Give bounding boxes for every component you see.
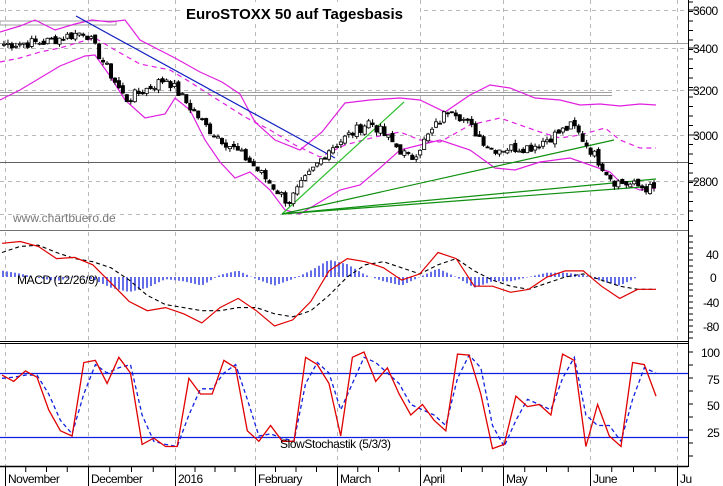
y-axis-ticks — [688, 1, 697, 457]
stoch-tick-50: 50 — [707, 399, 720, 413]
month-label-may: May — [506, 472, 528, 486]
candlesticks — [1, 29, 657, 207]
macd-tick-0: 0 — [710, 271, 717, 285]
downtrend-line — [75, 15, 336, 159]
macd-signal-line — [1, 244, 656, 318]
stoch-tick-100: 100 — [701, 346, 720, 360]
month-label-february: February — [258, 472, 303, 486]
chart-title: EuroSTOXX 50 auf Tagesbasis — [186, 6, 403, 23]
macd-tick-40: 40 — [706, 248, 719, 262]
bollinger-middle — [0, 37, 656, 158]
price-tick-3600: 3600 — [693, 4, 719, 18]
stochastic-label: SlowStochastik (5/3/3) — [280, 437, 391, 451]
trend-fan — [281, 101, 657, 215]
stoch-d-line — [1, 353, 657, 448]
price-tick-3000: 3000 — [693, 129, 719, 143]
price-panel — [0, 10, 688, 215]
watermark: www.chartbuero.de — [12, 211, 116, 225]
x-axis-ticks — [5, 467, 678, 486]
price-grid — [0, 10, 688, 215]
macd-line — [1, 240, 656, 327]
stochastic-panel — [0, 351, 688, 450]
macd-histogram — [2, 260, 636, 292]
macd-label: MACD (12/26/9) — [17, 273, 98, 287]
macd-tick-minus40: -40 — [703, 296, 720, 310]
month-label-november: November — [8, 472, 60, 486]
price-tick-3400: 3400 — [693, 42, 719, 56]
month-label-december: December — [91, 472, 143, 486]
vertical-grid — [5, 0, 678, 466]
month-label-june: June — [593, 472, 618, 486]
resistance-zones — [0, 20, 688, 96]
title-background — [180, 2, 420, 24]
month-label-2016: 2016 — [178, 472, 204, 486]
month-label-july: Ju — [680, 472, 692, 486]
stoch-tick-25: 25 — [707, 426, 720, 440]
stoch-tick-75: 75 — [707, 373, 720, 387]
macd-panel — [1, 240, 656, 327]
month-label-april: April — [423, 472, 445, 486]
macd-tick-minus80: -80 — [703, 320, 720, 334]
price-tick-2800: 2800 — [693, 175, 719, 189]
bollinger-upper — [0, 19, 657, 151]
bollinger-lower — [0, 54, 657, 215]
month-label-march: March — [340, 472, 371, 486]
price-tick-3200: 3200 — [693, 84, 719, 98]
stoch-k-line — [1, 351, 657, 450]
